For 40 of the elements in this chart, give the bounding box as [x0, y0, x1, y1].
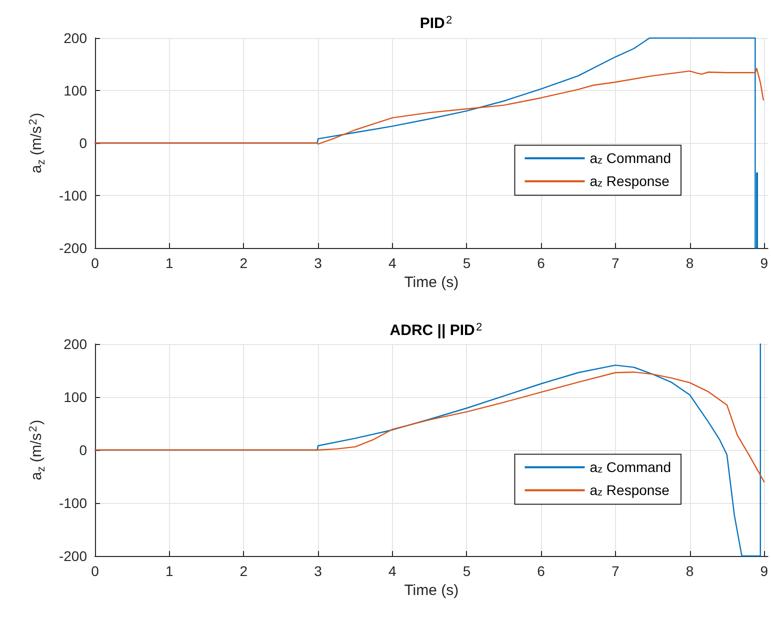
x-tick-label: 5: [462, 255, 471, 271]
x-tick-label: 0: [91, 255, 100, 271]
x-tick-label: 9: [760, 255, 768, 271]
legend-label: az Response: [590, 173, 670, 190]
legend-label: az Command: [590, 150, 671, 167]
x-tick-label: 4: [388, 255, 396, 271]
x-tick-label: 3: [314, 563, 322, 579]
x-tick-label: 5: [462, 563, 471, 579]
y-tick-label: -200: [58, 240, 88, 256]
y-axis-title: az (m/s2): [28, 112, 48, 174]
y-tick-label: 200: [64, 30, 88, 46]
x-tick-label: 1: [165, 255, 174, 271]
x-tick-label: 9: [760, 563, 768, 579]
y-tick-label: 100: [64, 82, 88, 98]
y-tick-label: 200: [64, 336, 88, 352]
x-tick-label: 0: [91, 563, 100, 579]
x-axis-title: Time (s): [404, 274, 459, 291]
x-tick-label: 8: [686, 255, 694, 271]
x-axis-title: Time (s): [404, 582, 459, 599]
y-tick-label: 100: [64, 389, 88, 405]
x-tick-label: 6: [537, 563, 546, 579]
legend-label: az Response: [590, 482, 670, 499]
line-series: [94, 371, 765, 482]
y-tick-label: 0: [79, 135, 88, 151]
y-axis-title: az (m/s2): [28, 420, 48, 480]
x-tick-label: 7: [612, 255, 620, 271]
x-tick-label: 3: [314, 255, 322, 271]
x-tick-label: 1: [165, 563, 174, 579]
line-series: [94, 68, 764, 145]
y-tick-label: 0: [79, 442, 88, 458]
x-tick-label: 2: [240, 255, 248, 271]
y-tick-label: -100: [58, 188, 88, 204]
x-tick-label: 7: [612, 563, 620, 579]
x-tick-label: 6: [537, 255, 546, 271]
x-tick-label: 2: [240, 563, 248, 579]
x-tick-label: 4: [388, 563, 396, 579]
legend-label: az Command: [590, 459, 671, 476]
y-tick-label: -100: [58, 495, 88, 511]
x-tick-label: 8: [686, 563, 694, 579]
y-tick-label: -200: [58, 548, 88, 564]
